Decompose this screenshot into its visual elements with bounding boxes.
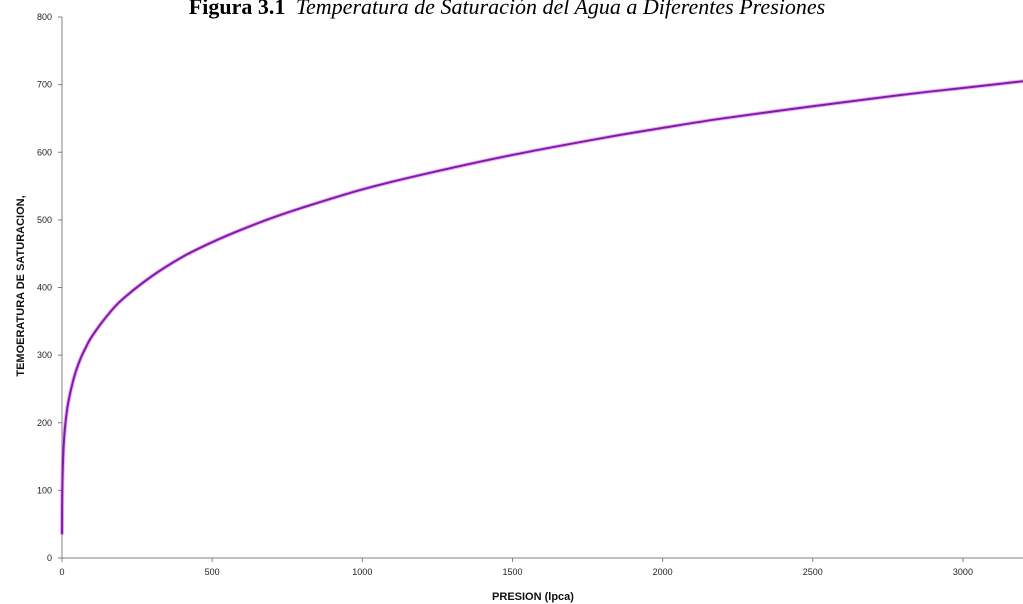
y-tick-label: 700: [37, 80, 52, 90]
y-tick-label: 800: [37, 12, 52, 22]
chart-title: Figura 3.1 Temperatura de Saturación del…: [189, 0, 825, 19]
x-tick-label: 500: [205, 567, 220, 577]
series-line: [61, 80, 1023, 535]
y-tick-label: 0: [47, 553, 52, 563]
y-tick-label: 300: [37, 350, 52, 360]
x-axis-label: PRESION (lpca): [492, 591, 574, 603]
y-tick-label: 500: [37, 215, 52, 225]
x-tick-label: 1500: [502, 567, 522, 577]
chart-title-figure: Figura 3.1: [189, 0, 286, 19]
x-tick-label: 0: [59, 567, 64, 577]
y-axis-label: TEMOERATURA DE SATURACION,: [15, 195, 27, 376]
chart-title-text: Temperatura de Saturación del Agua a Dif…: [296, 0, 825, 19]
x-axis-ticks: 0 500 1000 1500 2000 2500 3000: [59, 558, 973, 577]
x-tick-label: 1000: [352, 567, 372, 577]
y-tick-label: 400: [37, 283, 52, 293]
y-tick-label: 600: [37, 147, 52, 157]
x-tick-label: 2000: [653, 567, 673, 577]
y-axis-ticks: 0 100 200 300 400 500 600 700 800: [37, 12, 62, 563]
y-tick-label: 200: [37, 418, 52, 428]
x-tick-label: 3000: [953, 567, 973, 577]
series-layer: [60, 79, 1023, 535]
x-tick-label: 2500: [803, 567, 823, 577]
y-tick-label: 100: [37, 485, 52, 495]
